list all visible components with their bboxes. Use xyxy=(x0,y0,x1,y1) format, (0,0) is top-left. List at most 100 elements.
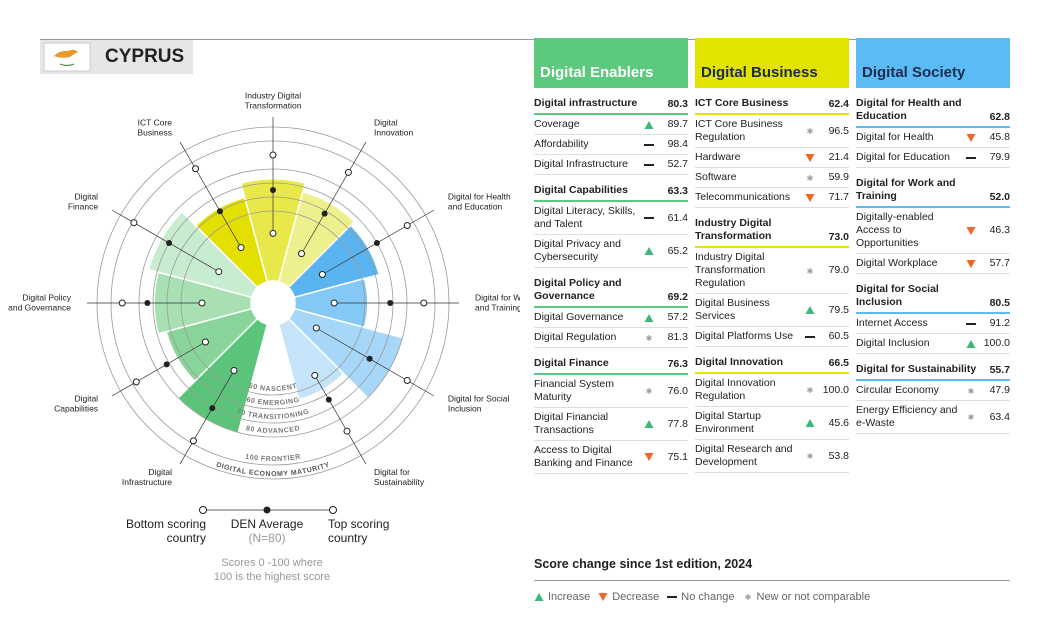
change-icon xyxy=(646,334,652,341)
indicator-row: Digital Workplace 57.7 xyxy=(856,254,1010,274)
new-icon xyxy=(968,414,974,420)
indicator-change xyxy=(803,451,817,461)
indicator-change xyxy=(803,418,817,428)
no-change-icon xyxy=(644,163,654,166)
pillar-name: ICT Core Business xyxy=(695,97,789,109)
indicator-row: Industry Digital Transformation Regulati… xyxy=(695,248,849,294)
change-icon xyxy=(807,453,813,459)
segment-label: Digital xyxy=(74,191,98,201)
indicator-value: 96.5 xyxy=(828,124,849,137)
pillar-score: 76.3 xyxy=(667,358,688,370)
change-icon xyxy=(598,593,608,601)
increase-icon xyxy=(644,247,654,255)
bottom-marker xyxy=(330,299,338,307)
indicator-change xyxy=(642,333,656,343)
scale-title-text: DIGITAL ECONOMY MATURITY xyxy=(215,461,330,477)
connector xyxy=(111,209,219,273)
indicator-row: Hardware 21.4 xyxy=(695,148,849,168)
indicator-change xyxy=(964,226,978,236)
change-icon xyxy=(644,247,654,255)
indicator-change xyxy=(642,120,656,130)
pillar-name: Digital Innovation xyxy=(695,356,784,368)
no-change-icon xyxy=(667,596,678,598)
change-icon xyxy=(667,596,678,598)
average-marker xyxy=(373,240,380,246)
legend-bottom xyxy=(199,506,207,514)
new-icon xyxy=(646,388,652,394)
pillar-score: 52.0 xyxy=(989,191,1010,203)
top-marker xyxy=(192,165,199,173)
new-icon xyxy=(807,387,813,393)
decrease-icon xyxy=(598,593,608,601)
center-hole xyxy=(251,281,295,325)
pillar-score: 63.3 xyxy=(667,185,688,197)
indicator-name: Access to Digital Banking and Finance xyxy=(534,444,633,469)
indicator-value: 46.3 xyxy=(989,224,1010,236)
change-icon xyxy=(966,259,976,268)
decrease-icon xyxy=(966,133,976,142)
change-icon xyxy=(805,193,815,202)
note: Scores 0 -100 where xyxy=(221,557,323,569)
column: Digital Society Digital for Health and Ed… xyxy=(856,38,1010,434)
average-marker xyxy=(325,396,332,403)
change-icon xyxy=(805,153,815,162)
indicator-value: 45.8 xyxy=(989,131,1010,143)
ring-label: 100 FRONTIER xyxy=(245,453,302,462)
indicator-row: Energy Efficiency and e-Waste 63.4 xyxy=(856,401,1010,434)
no-change-icon xyxy=(966,322,976,325)
new-icon xyxy=(646,334,652,341)
pillar: ICT Core Business 62.4 ICT Core Business R… xyxy=(695,97,849,208)
pillar-name: Digital infrastructure xyxy=(534,97,638,109)
segment-label: Sustainability xyxy=(374,477,425,487)
pillar-header: Digital Innovation 66.5 xyxy=(695,356,849,374)
indicator-change xyxy=(803,126,817,136)
pillar-name: Digital for Sustainability xyxy=(856,363,977,375)
pillar: Digital for Health and Education 62.8 Digi… xyxy=(856,97,1010,168)
legend-top-label: Top scoring xyxy=(328,517,389,531)
change-icon xyxy=(644,313,654,322)
increase-icon xyxy=(644,313,654,322)
indicator-change xyxy=(642,419,656,429)
new-icon xyxy=(807,453,813,459)
indicator-row: Affordability 98.4 xyxy=(534,135,688,155)
segment-label: Business xyxy=(138,127,173,137)
indicator-change xyxy=(803,173,817,183)
indicator-name: Digital Inclusion xyxy=(856,337,930,349)
change-icon xyxy=(807,387,813,393)
pillar-header: Industry Digital Transformation 73.0 xyxy=(695,217,849,248)
connector xyxy=(316,327,435,397)
indicator-row: Digital Regulation 81.3 xyxy=(534,328,688,348)
pillar-name: Digital for Social Inclusion xyxy=(856,283,939,308)
indicator-change xyxy=(803,193,817,203)
ring-label: 80 ADVANCED xyxy=(245,425,300,435)
pillar-name: Digital for Work and Training xyxy=(856,177,956,202)
pillar-score: 66.5 xyxy=(828,357,849,369)
ring-label: 50 NASCENT xyxy=(248,382,298,392)
indicator-name: Digital for Health xyxy=(856,131,934,143)
indicator-name: Industry Digital Transformation Regulati… xyxy=(695,251,766,289)
flag xyxy=(43,42,91,72)
indicator-name: ICT Core Business Regulation xyxy=(695,118,783,143)
indicator-row: Digital Research and Development 53.8 xyxy=(695,440,849,473)
indicator-name: Internet Access xyxy=(856,317,928,329)
indicator-value: 47.9 xyxy=(989,384,1010,396)
legend-rule xyxy=(534,580,1010,581)
change-icon xyxy=(644,163,654,166)
new-icon xyxy=(807,267,813,274)
indicator-change xyxy=(803,385,817,395)
indicator-change xyxy=(964,319,978,329)
indicator-change xyxy=(642,213,656,223)
change-icon xyxy=(966,133,976,142)
change-icon xyxy=(644,217,654,219)
change-icon xyxy=(966,156,976,159)
indicator-name: Financial System Maturity xyxy=(534,378,614,403)
legend-label: Decrease xyxy=(612,591,660,603)
indicator-value: 81.3 xyxy=(667,331,688,343)
pillar: Digital Innovation 66.5 Digital Innovation… xyxy=(695,356,849,473)
segment-label: Inclusion xyxy=(448,403,482,413)
new-icon-stroke xyxy=(807,453,813,459)
change-legend: Increase Decrease No change New or not comp… xyxy=(534,591,870,603)
no-change-icon xyxy=(644,143,654,146)
indicator-row: Digital Inclusion 100.0 xyxy=(856,334,1010,354)
